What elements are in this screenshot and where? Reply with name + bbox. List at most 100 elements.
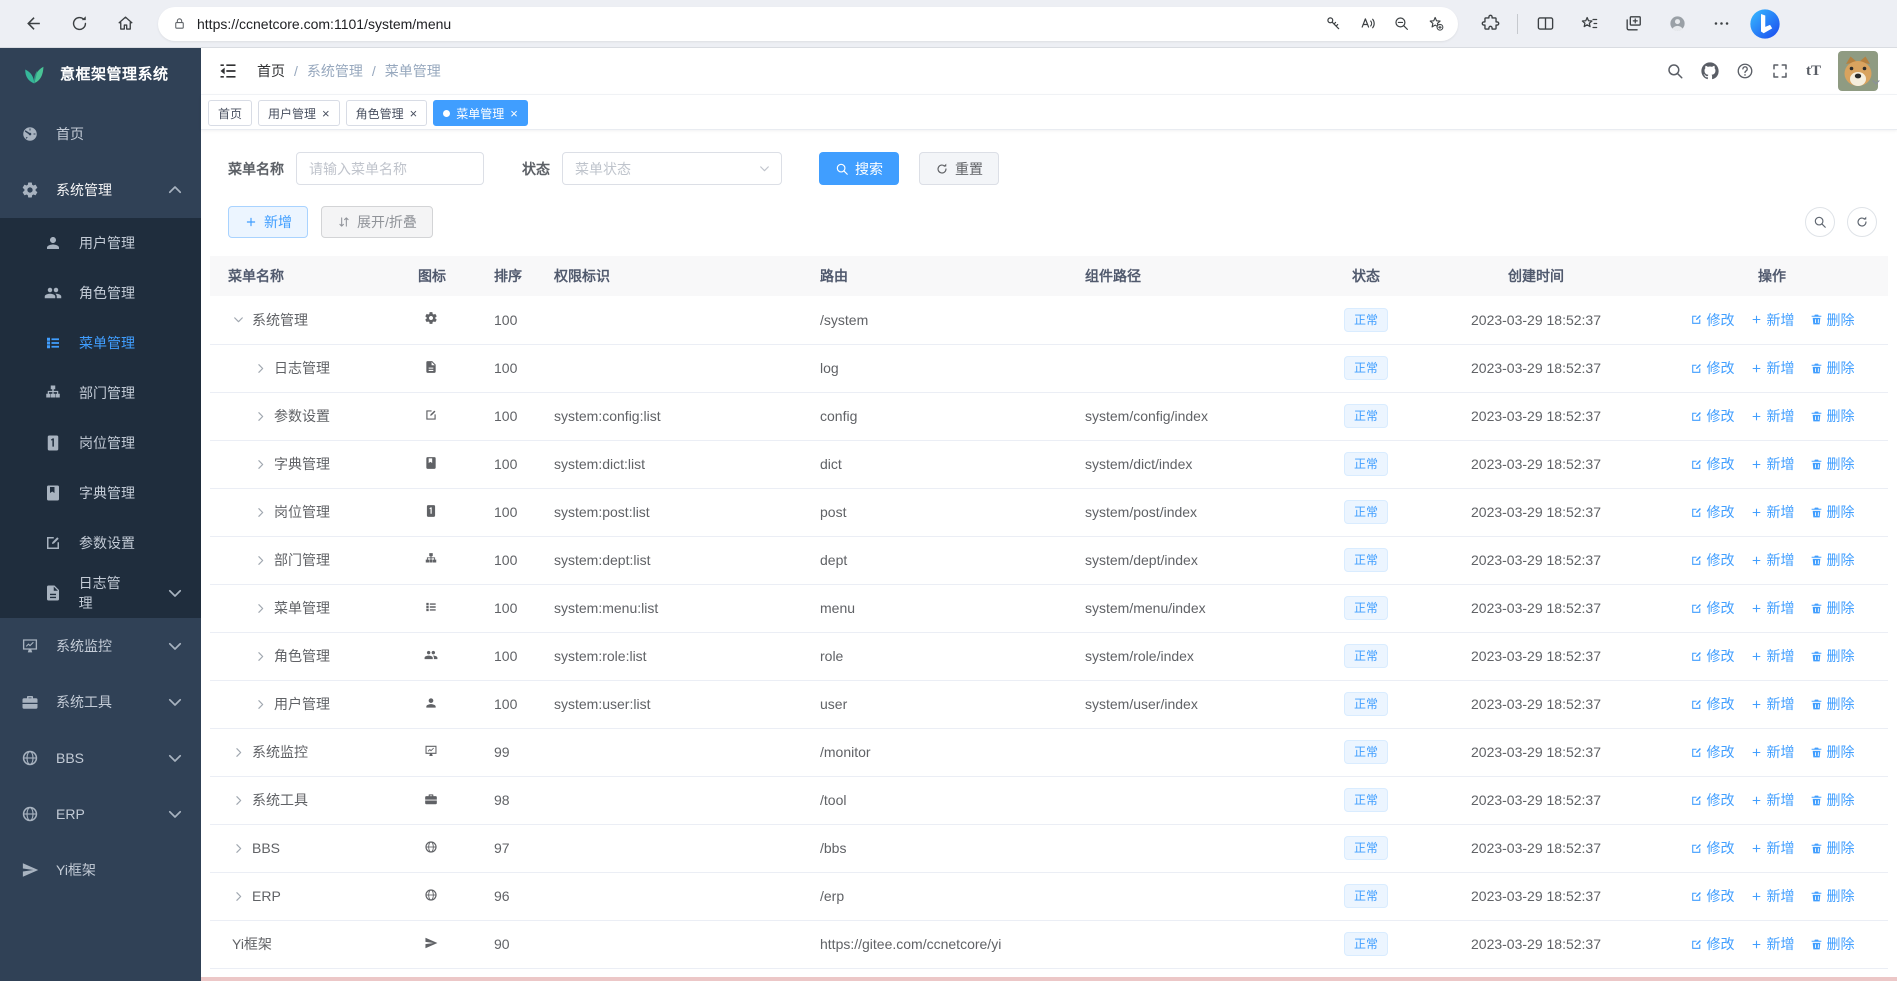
delete-link[interactable]: 删除 — [1810, 934, 1855, 954]
edit-link[interactable]: 修改 — [1690, 310, 1735, 330]
expand-row-icon[interactable] — [232, 842, 245, 855]
search-button[interactable]: 搜索 — [819, 152, 899, 185]
tab-roles[interactable]: 角色管理 × — [345, 100, 428, 126]
breadcrumb-item[interactable]: 首页 — [257, 63, 285, 79]
delete-link[interactable]: 删除 — [1810, 358, 1855, 378]
add-link[interactable]: 新增 — [1750, 838, 1795, 858]
edit-link[interactable]: 修改 — [1690, 502, 1735, 522]
delete-link[interactable]: 删除 — [1810, 886, 1855, 906]
add-link[interactable]: 新增 — [1750, 598, 1795, 618]
password-button[interactable] — [1316, 9, 1350, 39]
delete-link[interactable]: 删除 — [1810, 454, 1855, 474]
user-avatar[interactable] — [1838, 51, 1878, 91]
expand-row-icon[interactable] — [254, 602, 267, 615]
search-button[interactable] — [1666, 62, 1684, 80]
profile-button[interactable] — [1655, 5, 1699, 43]
sidebar-item-system[interactable]: 系统管理 — [0, 162, 201, 218]
fullscreen-button[interactable] — [1771, 62, 1789, 80]
more-button[interactable] — [1699, 5, 1743, 43]
edit-link[interactable]: 修改 — [1690, 742, 1735, 762]
delete-link[interactable]: 删除 — [1810, 838, 1855, 858]
add-link[interactable]: 新增 — [1750, 790, 1795, 810]
add-link[interactable]: 新增 — [1750, 742, 1795, 762]
delete-link[interactable]: 删除 — [1810, 598, 1855, 618]
collections-button[interactable] — [1611, 5, 1655, 43]
favorites-button[interactable] — [1567, 5, 1611, 43]
sidebar-item-log[interactable]: 日志管理 — [0, 568, 201, 618]
sidebar-item-dict[interactable]: 字典管理 — [0, 468, 201, 518]
home-button[interactable] — [102, 5, 148, 43]
sidebar-item-erp[interactable]: ERP — [0, 786, 201, 842]
expand-row-icon[interactable] — [232, 746, 245, 759]
sidebar-item-monitor[interactable]: 系统监控 — [0, 618, 201, 674]
add-favorite-button[interactable] — [1418, 9, 1452, 39]
edit-link[interactable]: 修改 — [1690, 598, 1735, 618]
breadcrumb-item[interactable]: 系统管理 — [306, 63, 363, 79]
edit-link[interactable]: 修改 — [1690, 454, 1735, 474]
tab-menus[interactable]: 菜单管理 × — [433, 100, 528, 126]
expand-row-icon[interactable] — [254, 554, 267, 567]
delete-link[interactable]: 删除 — [1810, 790, 1855, 810]
delete-link[interactable]: 删除 — [1810, 502, 1855, 522]
expand-row-icon[interactable] — [254, 362, 267, 375]
expand-row-icon[interactable] — [232, 890, 245, 903]
add-link[interactable]: 新增 — [1750, 358, 1795, 378]
delete-link[interactable]: 删除 — [1810, 310, 1855, 330]
reset-button[interactable]: 重置 — [919, 152, 999, 185]
add-link[interactable]: 新增 — [1750, 550, 1795, 570]
menu-name-input[interactable] — [296, 152, 484, 185]
toggle-search-button[interactable] — [1805, 207, 1835, 237]
add-link[interactable]: 新增 — [1750, 934, 1795, 954]
reload-button[interactable] — [56, 5, 102, 43]
add-link[interactable]: 新增 — [1750, 646, 1795, 666]
edit-link[interactable]: 修改 — [1690, 790, 1735, 810]
delete-link[interactable]: 删除 — [1810, 742, 1855, 762]
read-aloud-button[interactable] — [1350, 9, 1384, 39]
zoom-out-button[interactable] — [1384, 9, 1418, 39]
font-size-button[interactable]: tT — [1806, 63, 1821, 80]
tab-home[interactable]: 首页 — [208, 100, 253, 126]
delete-link[interactable]: 删除 — [1810, 694, 1855, 714]
sidebar-item-bbs[interactable]: BBS — [0, 730, 201, 786]
close-icon[interactable]: × — [409, 105, 418, 121]
back-button[interactable] — [10, 5, 56, 43]
add-link[interactable]: 新增 — [1750, 406, 1795, 426]
bing-chat-button[interactable] — [1749, 8, 1781, 40]
expand-row-icon[interactable] — [254, 410, 267, 423]
delete-link[interactable]: 删除 — [1810, 646, 1855, 666]
sidebar-item-post[interactable]: 岗位管理 — [0, 418, 201, 468]
expand-row-icon[interactable] — [232, 794, 245, 807]
sidebar-item-dept[interactable]: 部门管理 — [0, 368, 201, 418]
sidebar-item-role[interactable]: 角色管理 — [0, 268, 201, 318]
add-link[interactable]: 新增 — [1750, 502, 1795, 522]
github-button[interactable] — [1701, 62, 1719, 80]
expand-row-icon[interactable] — [254, 506, 267, 519]
edit-link[interactable]: 修改 — [1690, 646, 1735, 666]
edit-link[interactable]: 修改 — [1690, 406, 1735, 426]
close-icon[interactable]: × — [322, 105, 330, 121]
sidebar-item-yi[interactable]: Yi框架 — [0, 842, 201, 898]
edit-link[interactable]: 修改 — [1690, 838, 1735, 858]
sidebar-item-user[interactable]: 用户管理 — [0, 218, 201, 268]
refresh-button[interactable] — [1847, 207, 1877, 237]
close-icon[interactable]: × — [510, 105, 518, 121]
expand-row-icon[interactable] — [254, 698, 267, 711]
add-link[interactable]: 新增 — [1750, 694, 1795, 714]
split-screen-button[interactable] — [1523, 5, 1567, 43]
tab-users[interactable]: 用户管理 × — [258, 100, 340, 126]
sidebar-item-menu[interactable]: 菜单管理 — [0, 318, 201, 368]
add-link[interactable]: 新增 — [1750, 454, 1795, 474]
edit-link[interactable]: 修改 — [1690, 358, 1735, 378]
sidebar-item-tool[interactable]: 系统工具 — [0, 674, 201, 730]
expand-collapse-button[interactable]: 展开/折叠 — [321, 206, 433, 238]
add-button[interactable]: 新增 — [228, 206, 308, 238]
delete-link[interactable]: 删除 — [1810, 406, 1855, 426]
address-bar[interactable]: https://ccnetcore.com:1101/system/menu — [158, 6, 1458, 41]
collapse-sidebar-button[interactable] — [218, 61, 238, 81]
help-button[interactable] — [1736, 62, 1754, 80]
add-link[interactable]: 新增 — [1750, 886, 1795, 906]
collapse-row-icon[interactable] — [232, 313, 245, 326]
delete-link[interactable]: 删除 — [1810, 550, 1855, 570]
status-select[interactable]: 菜单状态 — [562, 152, 782, 185]
avatar-dropdown-icon[interactable] — [1870, 76, 1882, 88]
